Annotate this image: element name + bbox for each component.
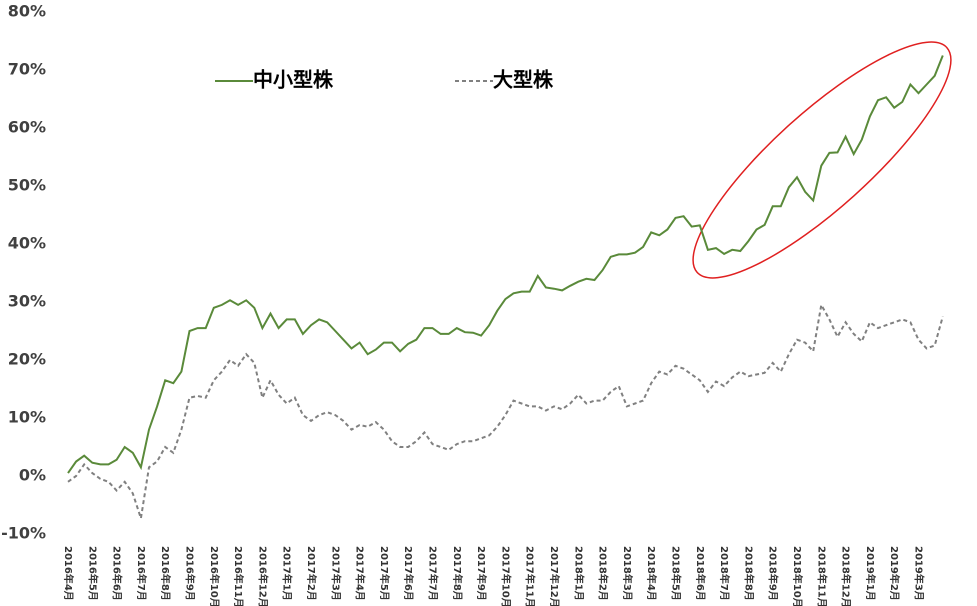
x-tick-label: 2016年7月	[135, 546, 148, 601]
y-tick-label: 20%	[8, 350, 46, 369]
x-tick-label: 2018年4月	[645, 546, 658, 601]
x-tick-label: 2018年9月	[767, 546, 780, 601]
y-tick-label: 40%	[8, 234, 46, 253]
x-tick-label: 2018年3月	[621, 546, 634, 601]
x-tick-label: 2016年6月	[111, 546, 124, 601]
y-tick-label: 10%	[8, 408, 46, 427]
x-tick-label: 2016年11月	[232, 546, 245, 606]
x-tick-label: 2018年6月	[694, 546, 707, 601]
x-tick-label: 2016年9月	[184, 546, 197, 601]
y-tick-label: 70%	[8, 60, 46, 79]
x-tick-label: 2019年2月	[888, 546, 901, 601]
x-tick-label: 2019年1月	[864, 546, 877, 601]
x-tick-label: 2016年5月	[86, 546, 99, 601]
x-tick-label: 2018年7月	[718, 546, 731, 601]
legend-label: 中小型株	[253, 68, 334, 92]
x-tick-label: 2017年1月	[281, 546, 294, 601]
x-tick-label: 2017年4月	[354, 546, 367, 601]
x-tick-label: 2018年11月	[815, 546, 828, 606]
x-tick-label: 2017年8月	[451, 546, 464, 601]
y-tick-label: 80%	[8, 2, 46, 21]
x-tick-label: 2017年7月	[427, 546, 440, 601]
x-tick-label: 2016年8月	[159, 546, 172, 601]
x-tick-label: 2016年4月	[62, 546, 75, 601]
x-tick-label: 2017年12月	[548, 546, 561, 606]
x-tick-label: 2017年5月	[378, 546, 391, 601]
x-tick-label: 2019年3月	[913, 546, 926, 601]
y-tick-label: 50%	[8, 176, 46, 195]
x-tick-label: 2017年10月	[499, 546, 512, 606]
x-tick-label: 2017年9月	[475, 546, 488, 601]
x-tick-label: 2018年1月	[572, 546, 585, 601]
x-tick-label: 2017年11月	[524, 546, 537, 606]
x-tick-label: 2018年10月	[791, 546, 804, 606]
legend-label: 大型株	[493, 68, 554, 92]
x-tick-label: 2018年5月	[670, 546, 683, 601]
highlight-ellipse	[692, 41, 952, 279]
x-tick-label: 2017年6月	[402, 546, 415, 601]
x-tick-label: 2018年12月	[840, 546, 853, 606]
x-tick-label: 2018年2月	[597, 546, 610, 601]
series-line	[67, 301, 944, 519]
y-tick-label: 0%	[19, 466, 46, 485]
x-tick-label: 2017年3月	[329, 546, 342, 601]
x-tick-label: 2016年12月	[256, 546, 269, 606]
y-tick-label: -10%	[1, 524, 46, 543]
series-line	[67, 55, 944, 474]
x-tick-label: 2017年2月	[305, 546, 318, 601]
y-tick-label: 30%	[8, 292, 46, 311]
x-tick-label: 2018年8月	[742, 546, 755, 601]
y-tick-label: 60%	[8, 118, 46, 137]
x-tick-label: 2016年10月	[208, 546, 221, 606]
